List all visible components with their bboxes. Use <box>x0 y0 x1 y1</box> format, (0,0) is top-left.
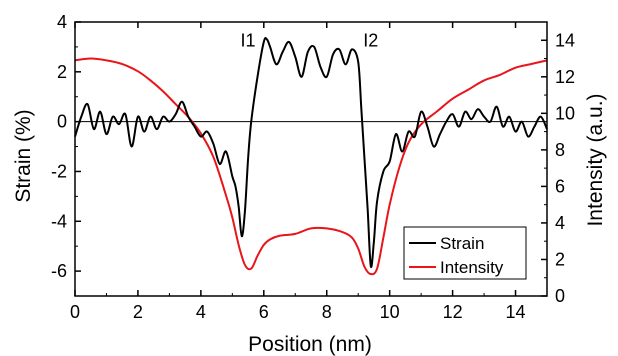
left-y-tick-label: 0 <box>57 112 67 132</box>
axes: 0 2 4 6 8 10 12 14 -6 -4 -2 0 2 4 0 2 4 6 8 10 12 14 I1 I2 <box>51 12 575 322</box>
left-y-tick-label: -2 <box>51 161 67 181</box>
right-y-tick-label: 4 <box>555 213 565 233</box>
right-y-tick-label: 2 <box>555 249 565 269</box>
x-tick-label: 2 <box>133 302 143 322</box>
right-y-tick-label: 10 <box>555 103 575 123</box>
left-y-tick-label: -4 <box>51 211 67 231</box>
plot-frame <box>74 21 548 297</box>
legend-strain-label: Strain <box>440 234 484 253</box>
right-y-tick-label: 6 <box>555 176 565 196</box>
series-line-intensity <box>74 57 548 276</box>
legend: Strain Intensity <box>403 226 527 280</box>
x-tick-label: 10 <box>380 302 400 322</box>
series-line-strain <box>74 37 548 269</box>
right-y-tick-label: 14 <box>555 30 575 50</box>
x-tick-label: 8 <box>322 302 332 322</box>
left-y-tick-label: -6 <box>51 261 67 281</box>
right-y-tick-label: 12 <box>555 67 575 87</box>
annotation-label: I2 <box>363 30 378 50</box>
legend-box <box>403 226 527 280</box>
x-tick-label: 4 <box>196 302 206 322</box>
annotation-label: I1 <box>241 30 256 50</box>
plot-area <box>74 37 548 276</box>
left-y-tick-label: 2 <box>57 62 67 82</box>
legend-intensity-label: Intensity <box>440 258 504 277</box>
x-tick-label: 6 <box>259 302 269 322</box>
left-y-axis-title: Strain (%) <box>12 109 35 202</box>
x-tick-label: 12 <box>443 302 463 322</box>
right-y-axis-title: Intensity (a.u.) <box>584 93 607 226</box>
right-y-tick-label: 8 <box>555 140 565 160</box>
x-axis-title: Position (nm) <box>248 333 372 356</box>
left-y-tick-label: 4 <box>57 12 67 32</box>
x-tick-label: 14 <box>506 302 526 322</box>
right-y-tick-label: 0 <box>555 286 565 306</box>
x-tick-label: 0 <box>70 302 80 322</box>
